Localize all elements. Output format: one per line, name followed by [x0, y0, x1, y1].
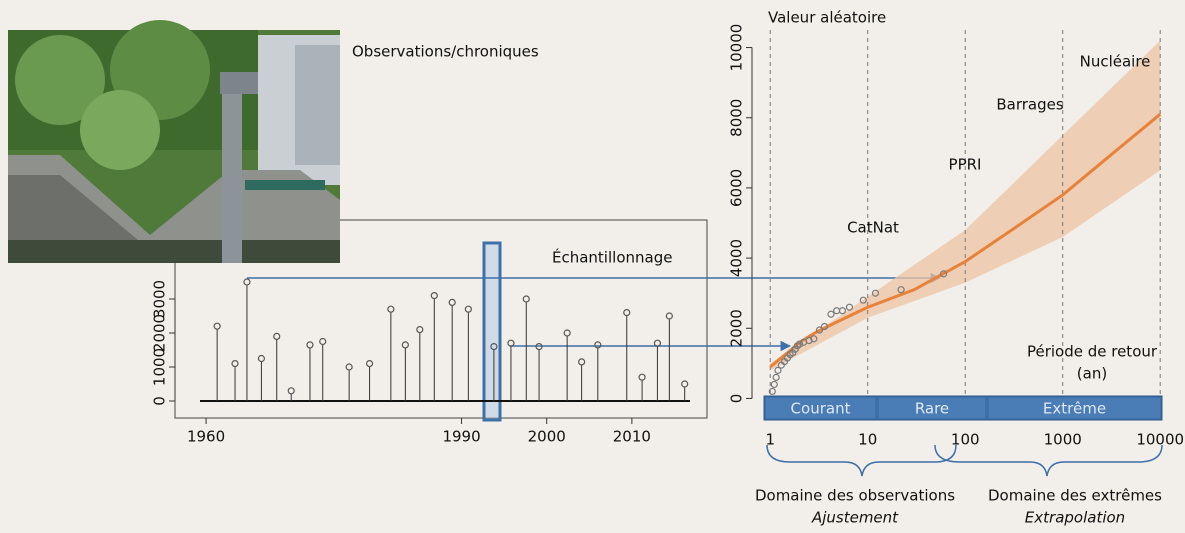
- annual-max: [387, 305, 395, 313]
- observation: [859, 296, 867, 304]
- observation: [810, 335, 818, 343]
- observation: [793, 342, 802, 350]
- annual-max: [653, 339, 662, 347]
- observation: [805, 336, 813, 345]
- annotation: Nucléaire: [1080, 53, 1151, 71]
- observation: [939, 270, 948, 278]
- annotation: CatNat: [847, 219, 899, 237]
- observation: [845, 303, 854, 311]
- observation: [871, 289, 880, 297]
- annual-max: [448, 298, 456, 306]
- annual-max: [365, 360, 374, 368]
- annual-max: [231, 360, 239, 368]
- observation: [768, 387, 776, 396]
- annual-max: [464, 305, 472, 313]
- brace: [766, 444, 957, 477]
- sampling-label: Échantillonnage: [552, 248, 672, 267]
- y-tick-label: 4000: [728, 239, 746, 277]
- y-axis-title: Valeur aléatoire: [768, 9, 886, 27]
- annual-max: [594, 341, 602, 349]
- x-tick-label: 1000: [1044, 431, 1082, 449]
- x-tick-label: 1: [765, 431, 775, 449]
- annual-max: [257, 354, 266, 363]
- observation: [827, 310, 835, 318]
- y-tick-label: 6000: [728, 169, 746, 207]
- observation: [795, 340, 804, 348]
- annual-max: [401, 341, 409, 349]
- observation: [815, 326, 824, 334]
- class-segment: [766, 398, 875, 418]
- y-tick-label: 1000: [151, 348, 169, 386]
- x-tick-label: 1960: [187, 428, 225, 446]
- domain-sublabel: Ajustement: [811, 509, 899, 527]
- y-tick-label: 8000: [728, 99, 746, 137]
- annual-max: [430, 292, 438, 300]
- annual-max: [273, 332, 281, 340]
- observation: [897, 286, 905, 294]
- observation: [770, 380, 778, 389]
- x-tick-label: 2010: [613, 428, 651, 446]
- x-tick-label: 100: [951, 431, 980, 449]
- y-tick-label: 0: [151, 396, 169, 406]
- class-label: Extrême: [1043, 400, 1106, 418]
- annual-max: [535, 343, 543, 351]
- annual-max: [243, 278, 251, 286]
- annual-max: [522, 295, 530, 303]
- observation: [838, 307, 847, 315]
- y-tick-label: 0: [728, 394, 746, 404]
- brace: [934, 444, 1163, 477]
- domain-label: Domaine des observations: [755, 487, 955, 505]
- class-label: Rare: [915, 400, 949, 418]
- x-axis-title: Période de retour: [1027, 343, 1158, 361]
- annual-max: [563, 329, 571, 337]
- annual-max: [490, 343, 498, 351]
- observation: [774, 366, 782, 374]
- class-segment: [989, 398, 1160, 418]
- annual-max: [345, 363, 353, 371]
- y-tick-label: 3000: [151, 280, 169, 318]
- observation: [772, 373, 780, 381]
- y-tick-label: 2000: [151, 314, 169, 352]
- fit-line: [769, 113, 1162, 369]
- annual-max: [213, 322, 221, 330]
- domain-sublabel: Extrapolation: [1025, 509, 1125, 527]
- class-label: Courant: [791, 400, 851, 418]
- x-tick-label: 10000: [1136, 431, 1184, 449]
- x-tick-label: 2000: [528, 428, 566, 446]
- annual-max: [665, 312, 673, 320]
- x-tick-label: 10: [858, 431, 877, 449]
- y-tick-label: 10000: [728, 24, 746, 72]
- annotation: Barrages: [996, 96, 1063, 114]
- annual-max: [638, 373, 646, 381]
- domain-label: Domaine des extrêmes: [988, 487, 1162, 505]
- annual-max: [623, 309, 631, 317]
- class-segment: [879, 398, 985, 418]
- observation: [833, 307, 841, 315]
- annual-max: [681, 380, 689, 388]
- x-axis-unit: (an): [1077, 365, 1107, 383]
- annual-max: [306, 341, 314, 349]
- annual-max: [287, 387, 295, 395]
- annual-max: [416, 326, 424, 334]
- x-tick-label: 1990: [442, 428, 480, 446]
- annual-max: [319, 337, 327, 346]
- annotation: PPRI: [949, 156, 982, 174]
- photo-label: Observations/chroniques: [352, 43, 539, 61]
- observation: [820, 322, 829, 331]
- annual-max: [507, 339, 515, 347]
- annual-max: [578, 358, 586, 366]
- y-tick-label: 2000: [728, 309, 746, 347]
- photo: [8, 20, 340, 263]
- year-highlight: [482, 241, 502, 422]
